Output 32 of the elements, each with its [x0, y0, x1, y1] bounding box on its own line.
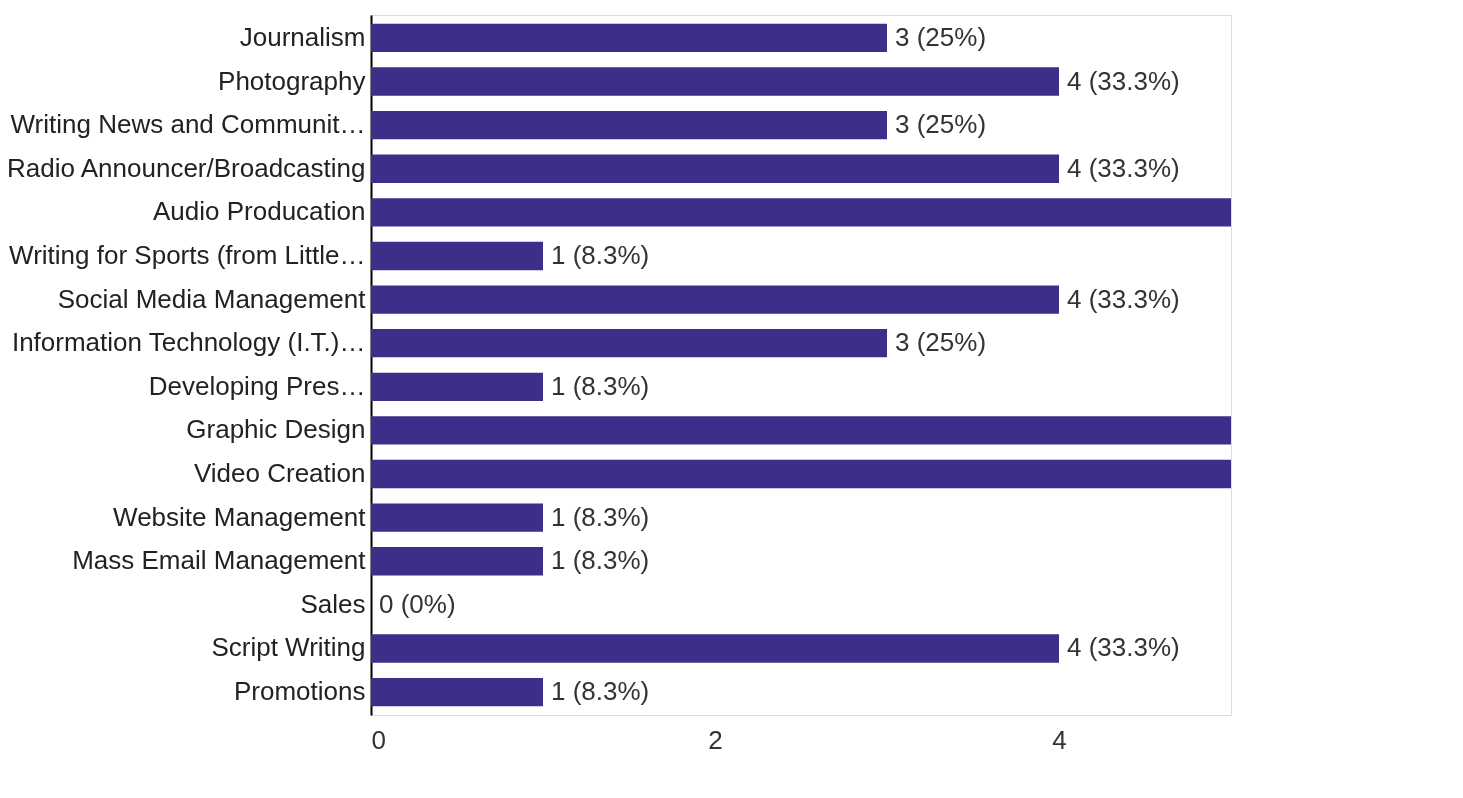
data-label: 1 (8.3%) — [551, 545, 650, 576]
y-tick-label: Photography — [218, 65, 366, 96]
y-tick-label: Mass Email Management — [72, 545, 367, 576]
data-label: 3 (25%) — [895, 109, 987, 140]
x-tick-label: 2 — [708, 724, 723, 755]
data-label: 4 (33.3%) — [1067, 152, 1180, 183]
y-tick-label: Developing Pres… — [148, 370, 366, 401]
y-tick-label: Writing News and Communit… — [10, 109, 366, 140]
y-tick-label: Graphic Design — [186, 414, 366, 445]
y-tick-label: Writing for Sports (from Little… — [9, 239, 366, 270]
x-tick-label: 4 — [1052, 724, 1067, 755]
y-tick-label: Radio Announcer/Broadcasting — [7, 152, 366, 183]
y-tick-label: Journalism — [239, 21, 366, 52]
y-tick-label: Promotions — [234, 676, 366, 707]
y-tick-label: Video Creation — [193, 458, 366, 489]
data-label: 4 (33.3%) — [1067, 283, 1180, 314]
data-label: 3 (25%) — [895, 327, 987, 358]
data-label: 1 (8.3%) — [551, 370, 650, 401]
data-label: 3 (25%) — [895, 21, 987, 52]
y-tick-label: Social Media Management — [57, 283, 367, 314]
x-tick-label: 0 — [371, 724, 386, 755]
data-label: 4 (33.3%) — [1067, 65, 1180, 96]
y-tick-label: Sales — [300, 588, 366, 619]
data-label: 0 (0%) — [379, 588, 456, 619]
y-tick-label: Script Writing — [211, 632, 366, 663]
data-label: 4 (33.3%) — [1067, 632, 1180, 663]
data-label: 1 (8.3%) — [551, 239, 650, 270]
y-tick-label: Audio Producation — [153, 196, 366, 227]
y-tick-label: Information Technology (I.T.)… — [11, 327, 366, 358]
data-label: 1 (8.3%) — [551, 501, 650, 532]
y-tick-label: Website Management — [113, 501, 367, 532]
data-label: 1 (8.3%) — [551, 676, 650, 707]
